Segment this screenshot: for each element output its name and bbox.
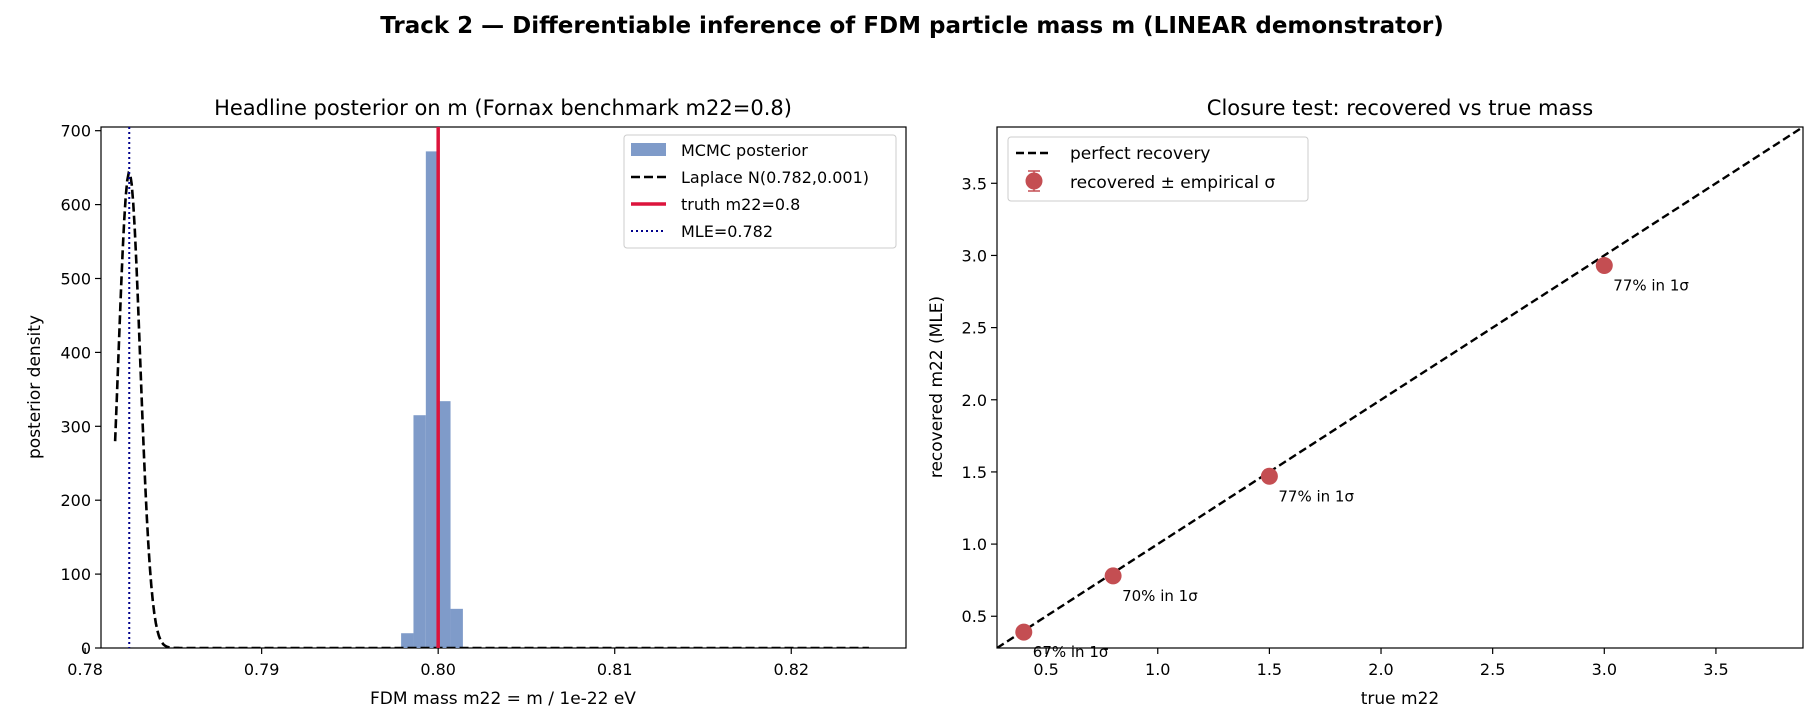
legend-label-diagonal: perfect recovery bbox=[1070, 144, 1211, 164]
closure-xtick-label: 1.5 bbox=[1257, 660, 1282, 679]
legend-frame bbox=[1007, 136, 1309, 202]
legend-label-points: recovered ± empirical σ bbox=[1070, 173, 1275, 193]
legend-label-mle: MLE=0.782 bbox=[681, 222, 773, 241]
coverage-label-2: 77% in 1σ bbox=[1278, 487, 1354, 505]
posterior-xtick-label: 0.79 bbox=[244, 660, 280, 679]
closure-xtick-label: 3.5 bbox=[1703, 660, 1728, 679]
closure-ytick-label: 0.5 bbox=[962, 607, 987, 626]
closure-title: Closure test: recovered vs true mass bbox=[1207, 96, 1593, 120]
closure-ytick-label: 2.5 bbox=[962, 319, 987, 338]
posterior-xtick-label: 0.82 bbox=[773, 660, 809, 679]
legend-label-laplace: Laplace N(0.782,0.001) bbox=[681, 168, 869, 187]
closure-ytick-label: 3.5 bbox=[962, 174, 987, 193]
posterior-ytick-label: 500 bbox=[60, 269, 91, 288]
closure-xtick-label: 2.5 bbox=[1480, 660, 1505, 679]
posterior-xtick-label: 0.80 bbox=[420, 660, 456, 679]
closure-xtick-label: 2.0 bbox=[1368, 660, 1393, 679]
legend-swatch-mcmc bbox=[631, 143, 666, 156]
figure-suptitle: Track 2 — Differentiable inference of FD… bbox=[380, 13, 1444, 39]
legend-swatch-point bbox=[1025, 172, 1043, 190]
posterior-xtick-label: 0.81 bbox=[597, 660, 633, 679]
closure-ytick-label: 1.5 bbox=[962, 463, 987, 482]
recovered-point-0 bbox=[1015, 623, 1033, 641]
coverage-label-0: 67% in 1σ bbox=[1033, 643, 1109, 661]
closure-legend: perfect recovery recovered ± empirical σ bbox=[1007, 136, 1309, 202]
hist-bar-3 bbox=[438, 401, 451, 648]
posterior-panel: Headline posterior on m (Fornax benchmar… bbox=[25, 96, 907, 709]
hist-bar-1 bbox=[413, 415, 426, 648]
perfect-recovery-line bbox=[997, 127, 1803, 648]
coverage-label-3: 77% in 1σ bbox=[1613, 277, 1689, 295]
legend-frame bbox=[623, 134, 897, 249]
closure-ytick-label: 3.0 bbox=[962, 246, 987, 265]
posterior-ytick-label: 100 bbox=[60, 565, 91, 584]
recovered-point-1 bbox=[1104, 567, 1122, 585]
posterior-ytick-label: 700 bbox=[60, 122, 91, 141]
closure-xtick-label: 0.5 bbox=[1033, 660, 1058, 679]
hist-bar-0 bbox=[401, 633, 414, 648]
closure-xtick-label: 1.0 bbox=[1145, 660, 1170, 679]
posterior-xtick-label: 0.78 bbox=[67, 660, 103, 679]
legend-label-mcmc: MCMC posterior bbox=[681, 141, 808, 160]
closure-xlabel: true m22 bbox=[1361, 689, 1439, 709]
closure-panel: Closure test: recovered vs true mass 67%… bbox=[927, 96, 1804, 709]
posterior-ylabel: posterior density bbox=[25, 315, 45, 459]
posterior-ytick-label: 200 bbox=[60, 491, 91, 510]
posterior-ytick-label: 300 bbox=[60, 417, 91, 436]
posterior-title: Headline posterior on m (Fornax benchmar… bbox=[214, 96, 792, 120]
hist-bar-2 bbox=[425, 151, 439, 648]
posterior-xlabel: FDM mass m22 = m / 1e-22 eV bbox=[370, 689, 636, 709]
hist-bar-4 bbox=[450, 608, 463, 648]
posterior-ytick-label: 0 bbox=[81, 639, 91, 658]
closure-ylabel: recovered m22 (MLE) bbox=[927, 296, 947, 478]
closure-ytick-label: 2.0 bbox=[962, 391, 987, 410]
closure-ytick-label: 1.0 bbox=[962, 535, 987, 554]
coverage-label-1: 70% in 1σ bbox=[1122, 587, 1198, 605]
posterior-ytick-label: 400 bbox=[60, 343, 91, 362]
posterior-legend: MCMC posterior Laplace N(0.782,0.001) tr… bbox=[623, 134, 897, 249]
posterior-ytick-label: 600 bbox=[60, 196, 91, 215]
legend-label-truth: truth m22=0.8 bbox=[681, 195, 800, 214]
recovered-point-3 bbox=[1595, 257, 1613, 275]
recovered-point-2 bbox=[1260, 467, 1278, 485]
closure-xtick-label: 3.0 bbox=[1592, 660, 1617, 679]
